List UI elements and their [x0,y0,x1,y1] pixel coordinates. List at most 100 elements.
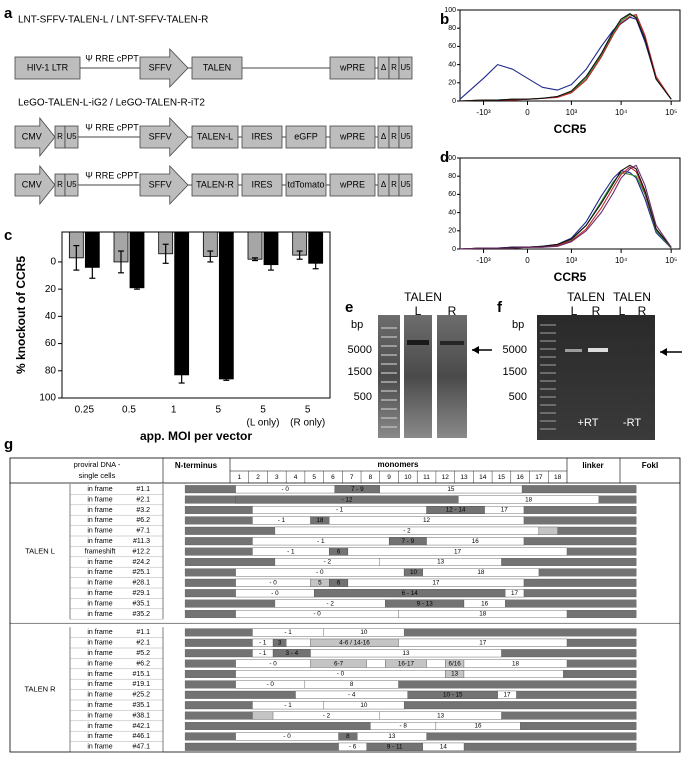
lane-label: R [638,304,647,318]
clone-label: #24.2 [132,559,150,566]
element-label: HIV-1 LTR [27,62,69,72]
element-label: TALEN-R [196,179,234,189]
status-label: in frame [87,590,112,597]
element-box [14,56,81,80]
x-tick-label: 10⁴ [615,256,628,265]
status-label: in frame [87,650,112,657]
segment-label: 3 - 4 [285,650,298,657]
segment-label: 18 [525,496,533,503]
element-label: R [391,132,397,141]
segment-label: - 0 [269,579,277,586]
segment-label: - 0 [337,671,345,678]
y-tick-label: 40 [448,209,456,216]
status-label: in frame [87,692,112,699]
status-label: in frame [87,629,112,636]
segment [426,537,525,546]
lane-label: L [415,304,422,318]
status-label: in frame [87,671,112,678]
histogram-line [459,172,672,250]
y-tick-label: 40 [448,61,456,68]
condition-label: -RT [623,417,641,429]
lane-label: R [448,304,457,318]
segment-label: 6 [337,548,341,555]
x-tick-note: (R only) [290,418,325,429]
histogram-line [459,164,672,250]
status-label: in frame [87,702,112,709]
x-tick-label: 10⁵ [665,256,677,265]
x-tick-label: 5 [260,405,266,416]
ladder-label: 5000 [348,344,372,356]
panel-label: d [440,149,449,166]
segment-label: 14 [440,743,448,750]
monomer-number: 11 [423,474,430,481]
status-label: in frame [87,486,112,493]
segment-label: - 1 [278,517,286,524]
promoter-arrow [139,48,189,88]
element-label: SFFV [149,179,172,189]
element-label: SFFV [149,62,172,72]
arrow-head [660,348,667,356]
segment [357,732,427,741]
element-label: Δ [381,132,387,141]
segment-label: - 1 [287,548,295,555]
segment-label: 12 - 14 [446,507,466,514]
panel-label: g [4,436,13,453]
status-label: in frame [87,611,112,618]
clone-label: #6.2 [136,517,150,524]
segment-label: 6 - 14 [402,590,419,597]
segment-label: 15 [447,486,455,493]
element-label: Ψ RRE cPPT [85,170,139,180]
y-tick-label: 80 [448,173,456,180]
status-label: in frame [87,496,112,503]
bp-label: bp [512,319,524,331]
clone-label: #7.1 [136,528,150,535]
lane-label: L [571,304,578,318]
clone-label: #28.1 [132,580,150,587]
clone-label: #6.2 [136,660,150,667]
element-label: CMV [22,179,42,189]
group-label: TALEN [613,290,651,304]
element-box [329,125,376,149]
segment-label: - 0 [267,681,275,688]
x-tick-label: -10³ [476,256,491,265]
segment [252,711,274,720]
construct-title: LNT-SFFV-TALEN-L / LNT-SFFV-TALEN-R [18,15,208,26]
element-label: U5 [400,132,411,141]
segment-label: - 1 [284,629,292,636]
promoter-arrow [139,165,189,205]
header-label: single cells [79,471,116,480]
segment-label: 16-17 [398,660,415,667]
clone-label: #35.2 [132,611,150,618]
element-box [241,125,283,149]
element-label: eGFP [294,131,318,141]
element-box [329,56,376,80]
segment [484,506,525,514]
track [184,701,637,710]
clone-label: #46.1 [132,733,150,740]
y-tick-label: 20 [448,228,456,235]
table-frame [9,457,681,753]
bar [247,231,263,260]
group-label: TALEN [404,290,442,304]
segment [505,589,525,598]
element-label: U5 [66,132,77,141]
element-box [191,125,239,149]
y-tick-label: 60 [448,43,456,50]
y-tick-label: 20 [45,284,57,295]
status-label: in frame [87,744,112,751]
clone-label: #29.1 [132,590,150,597]
segment [310,649,502,658]
panel-label: c [4,227,12,244]
segment-label: 4-6 / 14-16 [339,639,370,646]
segment-label: 10 [410,569,418,576]
segment [329,516,525,525]
segment-label: - 1 [336,507,344,514]
segment-label: 17 [432,579,440,586]
segment-label: 10 - 15 [443,691,463,698]
segment-label: - 8 [399,723,407,730]
segment-label: 17 [511,590,519,597]
x-tick-label: 10³ [566,256,578,265]
histogram-line [459,13,672,102]
segment-label: 10 [360,629,368,636]
clone-label: #2.1 [136,640,150,647]
